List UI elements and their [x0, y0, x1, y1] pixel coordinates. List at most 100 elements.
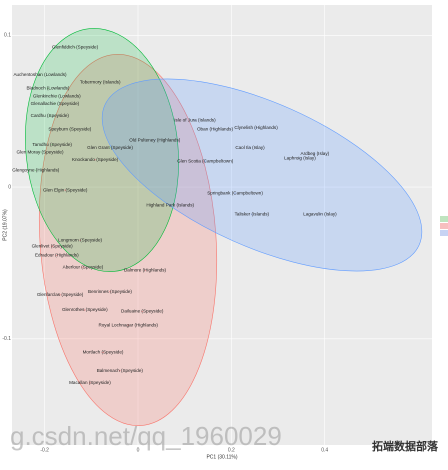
point-label: Royal Lochnagar (Highlands) [98, 322, 158, 327]
point-label: Clynelish (Highlands) [234, 125, 278, 130]
points: Glenfiddich (Speyside) Auchentoshan (Lowl… [12, 45, 337, 385]
point [79, 239, 81, 241]
legend-key [440, 216, 448, 222]
x-axis-title: PC1 (30.11%) [206, 454, 237, 460]
point-label: Glenkinchie (Lowlands) [33, 93, 81, 98]
point [234, 192, 236, 194]
point-label: Bladnoch (Lowlands) [26, 86, 69, 91]
point [319, 213, 321, 215]
point [47, 87, 49, 90]
point-label: Dalmore (Highlands) [124, 268, 167, 273]
point-label: Glenfarclas (Speyside) [37, 292, 84, 297]
point-label: Glenallachie (Speyside) [31, 101, 80, 106]
point-label: Old Pulteney (Highlands) [129, 137, 181, 142]
point [255, 127, 257, 129]
point [54, 103, 56, 105]
point-label: Glengoyne (Highlands) [12, 168, 59, 173]
cluster-ellipse [101, 78, 423, 272]
point-label: Oban (Highlands) [197, 127, 233, 132]
point-label: Springbank (Campbeltown) [207, 190, 263, 195]
point [127, 324, 129, 326]
point-label: Glenrothes (Speyside) [62, 307, 108, 312]
point [39, 151, 41, 153]
point [109, 147, 111, 149]
watermark: g.csdn.net/qq_1960029 [10, 421, 282, 451]
point-label: Cardhu (Speyside) [31, 113, 70, 118]
point [94, 159, 96, 161]
point [169, 204, 171, 206]
point-label: Longmorn (Speyside) [58, 237, 102, 242]
point-label: Benrinnes (Speyside) [88, 289, 132, 294]
point-label: Glen Scotia (Campbeltown) [177, 158, 234, 163]
point-label: Laphroig (Islay) [284, 155, 316, 160]
point [84, 309, 86, 311]
legend-key [440, 230, 448, 236]
point-label: Speyburn (Speyside) [48, 127, 91, 132]
point-label: Macallan (Speyside) [69, 380, 111, 385]
legend-key [440, 223, 448, 229]
point-label: Knockando (Speyside) [72, 157, 119, 162]
point-label: Glen Elgin (Speyside) [43, 187, 88, 192]
point [74, 46, 76, 49]
point [204, 160, 206, 162]
point [251, 213, 253, 215]
point-label: Glen Grant (Speyside) [87, 145, 133, 150]
point [59, 294, 61, 296]
x-tick-label: 0.4 [321, 447, 328, 453]
point-label: Edradour (Highlands) [35, 253, 79, 258]
point [35, 169, 37, 171]
point [314, 153, 316, 155]
point-label: Highland Park (Islands) [146, 202, 194, 207]
point-label: Lagavulin (Islay) [303, 212, 337, 217]
cluster-ellipse [38, 54, 218, 426]
point-label: Auchentoshan (Lowlands) [13, 72, 67, 77]
y-tick-label: 0 [8, 184, 11, 190]
point [99, 81, 101, 83]
point [56, 254, 58, 256]
brand: 拓端数据部落 [372, 439, 439, 453]
point [51, 245, 53, 247]
point-label: Isle of Jura (Islands) [174, 118, 216, 123]
point-label: Talisker (Islands) [235, 212, 270, 217]
point [109, 291, 111, 293]
point-label: Mortlach (Speyside) [83, 350, 124, 355]
panel [12, 5, 432, 445]
point-label: Caol Ila (Islay) [235, 145, 265, 150]
point [249, 147, 251, 149]
y-axis-title: PC2 (19.07%) [2, 209, 8, 241]
grid [12, 5, 432, 445]
point-label: Tobermory (Islands) [80, 80, 121, 85]
point [141, 310, 143, 313]
point-label: Tamdhu (Speyside) [32, 142, 72, 147]
point [144, 269, 146, 272]
point [69, 128, 71, 131]
cluster-ellipse [25, 28, 179, 272]
point [299, 157, 301, 159]
point [56, 95, 58, 97]
point [119, 370, 121, 372]
point [51, 143, 53, 146]
point-label: Ardbeg (Islay) [301, 151, 330, 156]
y-tick-label: -0.1 [2, 336, 11, 342]
point [82, 266, 84, 269]
point [102, 351, 104, 354]
point [154, 139, 156, 141]
point-label: Aberlour (Speyside) [63, 265, 104, 270]
point-label: Glenlivet (Speyside) [32, 243, 74, 248]
point-label: Balmenach (Speyside) [97, 368, 144, 373]
point-label: Glenfiddich (Speyside) [52, 45, 99, 50]
point [49, 115, 51, 117]
x-tick-label: -0.2 [40, 447, 49, 453]
point [214, 128, 216, 131]
point [39, 74, 41, 76]
point-label: Dailuaine (Speyside) [121, 309, 164, 314]
point [89, 382, 91, 384]
x-tick-label: 0.2 [228, 447, 235, 453]
point [64, 189, 66, 191]
y-tick-label: 0.1 [4, 33, 11, 39]
point [194, 119, 196, 121]
x-tick-label: 0 [137, 447, 140, 453]
point-label: Glen Moray (Speyside) [17, 149, 64, 154]
